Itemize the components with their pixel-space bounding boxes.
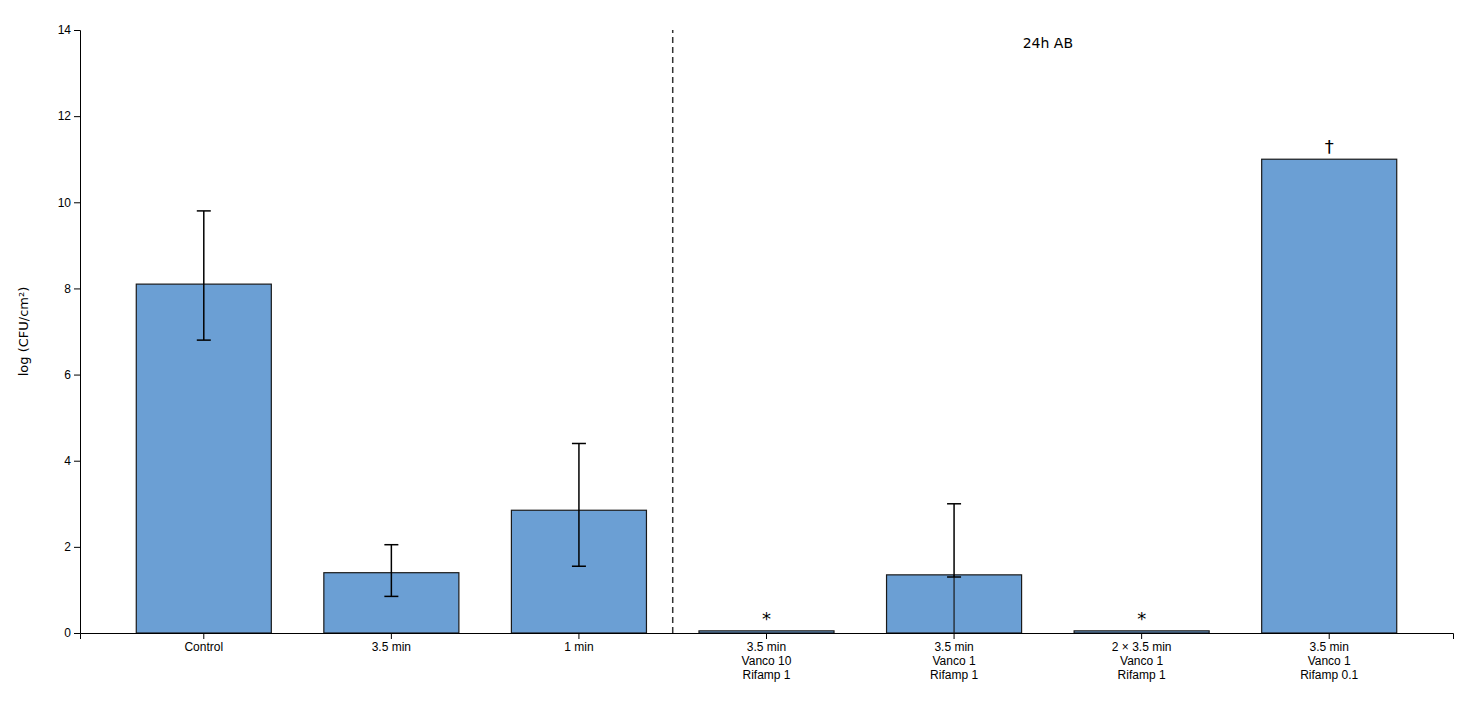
x-tick: 1 min [564,633,593,654]
x-tick: 3.5 minVanco 1Rifamp 1 [930,633,978,682]
x-tick-label: 3.5 min [372,640,411,654]
x-tick: 2 × 3.5 minVanco 1Rifamp 1 [1112,633,1172,682]
group-divider [672,30,674,633]
y-tick-mark [74,288,80,289]
y-axis-line [74,31,81,634]
x-tick-label-line: Vanco 1 [1308,654,1351,668]
x-tick-label-line: Rifamp 0.1 [1300,668,1358,682]
y-tick-label: 8 [64,282,71,296]
y-tick-mark [74,30,80,31]
x-tick-mark [1329,633,1330,639]
bar [887,575,1022,633]
y-tick-label: 6 [64,368,71,382]
x-tick: 3.5 minVanco 10Rifamp 1 [742,633,792,682]
error-bar [197,211,211,340]
x-tick-label-line: Rifamp 1 [1118,668,1166,682]
error-bar-cap [572,565,586,567]
error-bar-cap [384,544,398,546]
plot-area [136,30,1396,633]
y-tick: 4 [64,454,80,468]
y-tick-mark [74,461,80,462]
x-tick-mark [1141,633,1142,639]
x-tick: 3.5 min [372,633,411,654]
y-axis: 0 2 4 6 8 10 12 14 [58,23,81,640]
x-tick-label-line: 3.5 min [934,640,973,654]
error-bar [384,545,398,597]
y-tick-label: 14 [58,23,72,37]
bar-annotation: * [1137,608,1146,629]
error-bar-cap [197,210,211,212]
x-tick-label-line: Control [184,640,223,654]
bar [699,631,834,633]
y-tick-label: 2 [64,540,71,554]
x-tick-label-line: Vanco 1 [932,654,975,668]
y-tick: 8 [64,282,80,296]
y-tick-mark [74,375,80,376]
y-tick: 10 [58,196,80,210]
y-tick-label: 4 [64,454,71,468]
x-tick-label-line: 3.5 min [1310,640,1349,654]
x-tick-mark [766,633,767,639]
x-tick: Control [184,633,223,654]
x-axis-line [81,634,1454,640]
x-tick-label-line: Vanco 10 [742,654,792,668]
error-bar [572,443,586,566]
annotations: 24h AB * * † [762,35,1334,629]
y-tick-label: 12 [58,109,72,123]
x-tick: 3.5 minVanco 1Rifamp 0.1 [1300,633,1358,682]
x-tick-mark [391,633,392,639]
x-tick-mark [578,633,579,639]
error-bar-stem [953,504,955,577]
x-tick-label-line: 1 min [564,640,593,654]
x-tick-label-line: Rifamp 1 [742,668,790,682]
y-tick: 12 [58,109,80,123]
y-axis-title: log (CFU/cm²) [16,287,31,377]
x-tick-mark [954,633,955,639]
bar [1074,631,1209,633]
error-bar-cap [947,503,961,505]
bar-annotation: * [762,608,771,629]
y-tick: 14 [58,23,80,37]
y-tick-mark [74,633,80,634]
y-tick: 2 [64,540,80,554]
y-tick-mark [74,547,80,548]
x-tick-label: 1 min [564,640,593,654]
x-tick-label: 3.5 minVanco 10Rifamp 1 [742,640,792,683]
y-tick-mark [74,116,80,117]
error-bar-cap [384,596,398,598]
error-bar-stem [203,211,205,340]
x-axis: Control3.5 min1 min3.5 minVanco 10Rifamp… [81,633,1454,682]
error-bar-cap [947,576,961,578]
x-tick-label-line: 2 × 3.5 min [1112,640,1172,654]
x-tick-label-line: 3.5 min [747,640,786,654]
y-tick-mark [74,202,80,203]
y-tick-label: 0 [64,626,71,640]
error-bar-cap [197,339,211,341]
x-tick-label-line: Rifamp 1 [930,668,978,682]
y-tick: 6 [64,368,80,382]
error-bar-stem [391,545,393,597]
bar [1262,159,1397,633]
error-bar-cap [572,443,586,445]
x-tick-label: 3.5 minVanco 1Rifamp 1 [930,640,978,683]
group-label: 24h AB [1023,35,1073,51]
bar-annotation: † [1325,136,1334,157]
chart: 02468101214Control3.5 min1 min3.5 minVan… [0,0,1483,713]
x-tick-label: 3.5 minVanco 1Rifamp 0.1 [1300,640,1358,683]
error-bar-stem [578,443,580,566]
x-tick-label-line: 3.5 min [372,640,411,654]
y-tick-label: 10 [58,196,72,210]
y-tick: 0 [64,626,80,640]
x-tick-label: Control [184,640,223,654]
x-tick-label: 2 × 3.5 minVanco 1Rifamp 1 [1112,640,1172,683]
x-tick-mark [203,633,204,639]
x-tick-label-line: Vanco 1 [1120,654,1163,668]
error-bar [947,504,961,577]
bar-split [953,575,954,633]
